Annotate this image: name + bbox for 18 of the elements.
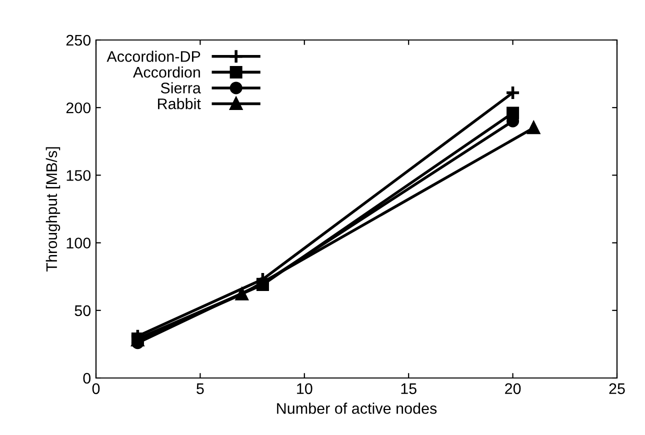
- x-tick-label: 20: [505, 383, 521, 394]
- y-tick-label: 50: [74, 305, 91, 316]
- y-tick-label: 250: [66, 34, 91, 46]
- y-tick-label: 100: [66, 238, 91, 248]
- legend-label: Accordion: [133, 66, 200, 78]
- x-axis-title: Number of active nodes: [277, 402, 437, 414]
- x-tick-label: 0: [92, 383, 100, 394]
- y-tick-label: 200: [66, 102, 91, 114]
- y-axis-title: Throughput [MB/s]: [46, 147, 60, 272]
- x-tick-label: 5: [196, 383, 204, 394]
- legend-label: Accordion-DP: [106, 50, 200, 62]
- x-tick-label: 25: [609, 383, 625, 394]
- x-tick-label: 15: [401, 383, 416, 394]
- y-tick-label: 0: [83, 372, 91, 384]
- legend-label: Rabbit: [158, 98, 201, 110]
- y-tick-label: 150: [66, 170, 91, 181]
- x-tick-label: 10: [297, 383, 312, 394]
- legend-label: Sierra: [160, 82, 201, 94]
